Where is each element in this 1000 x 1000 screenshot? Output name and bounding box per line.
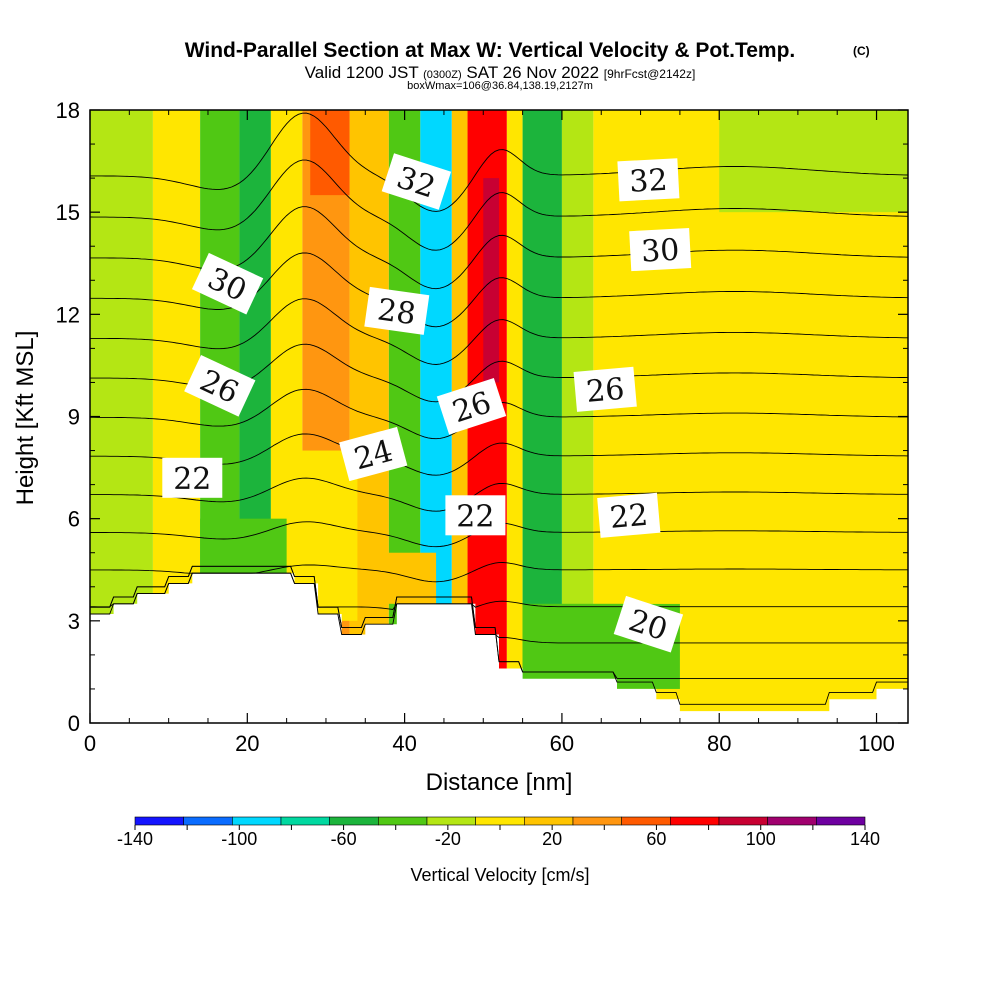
theta-label-text: 32 (628, 163, 668, 200)
theta-label: 22 (445, 495, 506, 536)
theta-label-box (364, 286, 430, 335)
y-tick-label: 0 (68, 711, 80, 736)
terrain-polygon (90, 573, 908, 723)
theta-label: 32 (617, 158, 680, 202)
theta-label-box (617, 158, 680, 202)
theta-label-box (436, 378, 507, 435)
theta-label-box (339, 426, 408, 482)
x-tick-label: 20 (235, 731, 259, 756)
x-tick-label: 60 (550, 731, 574, 756)
x-tick-label: 80 (707, 731, 731, 756)
colorbar: -140 -100 -60 -20 20 60 100 140 (117, 816, 880, 849)
colorbar-tick-label: -60 (331, 829, 357, 849)
theta-label-box (629, 228, 692, 272)
colorbar-swatch (572, 816, 622, 826)
theta-label: 26 (573, 366, 637, 412)
theta-label-text: 22 (456, 499, 494, 534)
colorbar-swatch (475, 816, 525, 826)
theta-label-text: 26 (585, 372, 626, 410)
theta-label: 24 (339, 426, 408, 482)
theta-label: 20 (613, 595, 684, 653)
y-tick-label: 12 (56, 302, 80, 327)
utc-time: (0300Z) (423, 69, 462, 81)
box-info: boxWmax=106@36.84,138.19,2127m (407, 80, 593, 92)
colorbar-swatch (426, 816, 476, 826)
colorbar-swatch (816, 816, 866, 826)
colorbar-tick-label: -100 (221, 829, 257, 849)
colorbar-swatch (378, 816, 428, 826)
chart-subtitle: Valid 1200 JST (0300Z) SAT 26 Nov 2022 [… (305, 63, 696, 82)
x-tick-label: 40 (392, 731, 416, 756)
theta-contour (90, 112, 908, 212)
axes: 0 20 40 60 80 100 0 3 6 9 12 15 18 (56, 98, 908, 756)
colorbar-tick-label: 100 (746, 829, 776, 849)
colorbar-label: Vertical Velocity [cm/s] (410, 865, 589, 885)
theta-label-box (597, 492, 661, 538)
colorbar-swatch (134, 816, 184, 826)
w-patch (640, 314, 720, 604)
theta-label-box (381, 153, 452, 210)
w-band (506, 110, 523, 723)
colorbar-tick-label: 20 (542, 829, 562, 849)
theta-label: 28 (364, 286, 430, 335)
colorbar-tick-label: 60 (646, 829, 666, 849)
theta-contour (90, 565, 908, 679)
chart-title-mark: (C) (853, 44, 870, 58)
colorbar-swatch (232, 816, 282, 826)
terrain-mask (90, 573, 908, 723)
theta-contour (90, 562, 908, 583)
theta-label-text: 30 (640, 233, 680, 270)
colorbar-swatch (621, 816, 671, 826)
y-tick-label: 9 (68, 405, 80, 430)
colorbar-swatch (329, 816, 379, 826)
w-patch (310, 110, 350, 196)
theta-contour (90, 477, 908, 512)
colorbar-swatch (767, 816, 817, 826)
colorbar-tick-label: -20 (435, 829, 461, 849)
y-tick-label: 3 (68, 609, 80, 634)
theta-contour (90, 433, 908, 476)
valid-date: SAT 26 Nov 2022 (466, 63, 599, 82)
x-tick-label: 100 (858, 731, 895, 756)
theta-label-box (573, 366, 637, 412)
theta-label-box (162, 457, 223, 498)
colorbar-swatch (524, 816, 574, 826)
forecast-info: [9hrFcst@2142z] (604, 67, 696, 81)
chart-title: Wind-Parallel Section at Max W: Vertical… (185, 39, 796, 62)
colorbar-swatch (280, 816, 330, 826)
theta-label-box (613, 595, 684, 653)
y-axis-label: Height [Kft MSL] (12, 331, 39, 506)
theta-label-box (184, 354, 256, 417)
colorbar-swatch (670, 816, 720, 826)
theta-label: 30 (191, 252, 264, 315)
theta-label: 22 (162, 457, 223, 498)
colorbar-tick-label: -140 (117, 829, 153, 849)
w-patch (483, 178, 499, 383)
theta-contour (90, 252, 908, 328)
valid-time: Valid 1200 JST (305, 63, 419, 82)
colorbar-swatch (183, 816, 233, 826)
theta-label-text: 22 (608, 498, 649, 536)
y-tick-label: 18 (56, 98, 80, 123)
w-patch (719, 110, 908, 213)
theta-label: 30 (629, 228, 692, 272)
colorbar-tick-label: 140 (850, 829, 880, 849)
w-patch (381, 552, 437, 604)
y-tick-label: 6 (68, 507, 80, 532)
theta-contour (90, 298, 908, 365)
colorbar-swatch (718, 816, 768, 826)
theta-label-box (445, 495, 506, 536)
theta-label-box (191, 252, 264, 315)
theta-label: 26 (184, 354, 256, 417)
y-tick-label: 15 (56, 200, 80, 225)
theta-label: 22 (597, 492, 661, 538)
theta-label-text: 22 (173, 462, 211, 497)
theta-label-text: 28 (375, 292, 418, 332)
x-axis-label: Distance [nm] (426, 769, 573, 796)
theta-contour (90, 159, 908, 251)
x-tick-label: 0 (84, 731, 96, 756)
